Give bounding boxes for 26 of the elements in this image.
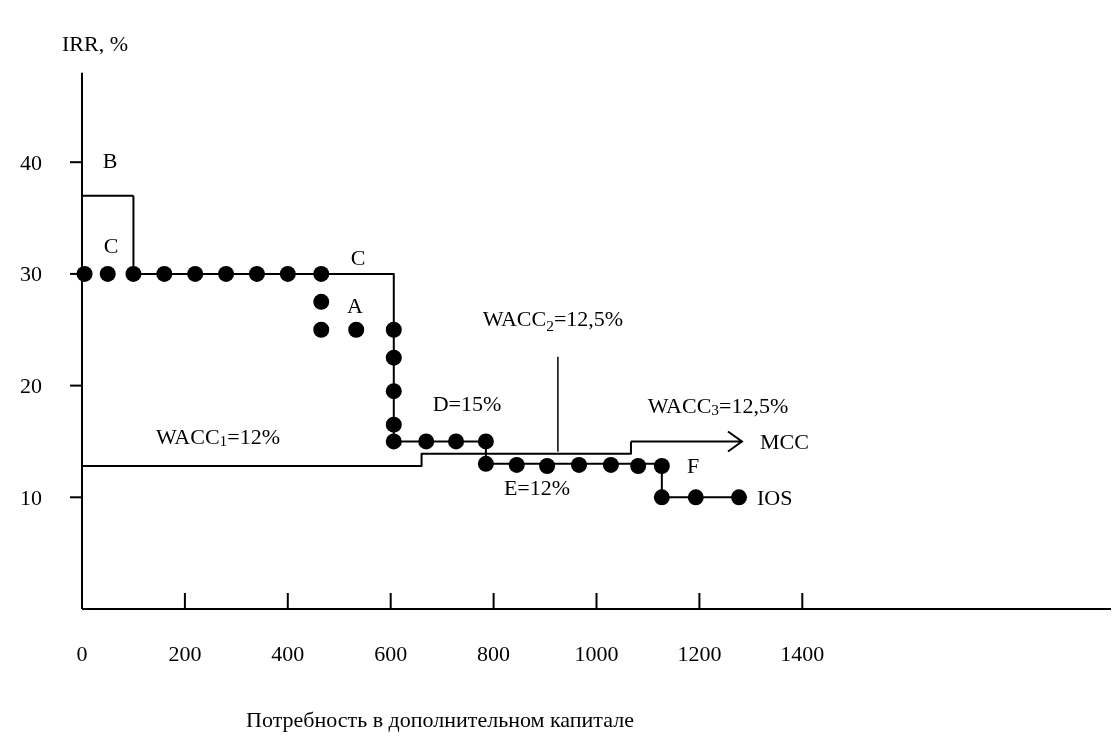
annotation: A: [347, 292, 364, 318]
y-tick-label: 10: [20, 484, 42, 510]
annotation: WACC$_{3}$=12,5%: [647, 392, 789, 418]
x-tick-label: 0: [76, 641, 88, 666]
annotation: B: [102, 147, 118, 173]
y-tick-label: 40: [20, 149, 42, 175]
annotation: D=15%: [432, 390, 502, 416]
x-tick-label: 400: [271, 641, 305, 666]
x-tick-label: 1000: [574, 641, 619, 666]
x-tick-label: 600: [374, 641, 408, 666]
annotation: C: [350, 244, 366, 270]
x-tick-label: 200: [168, 641, 202, 666]
legend-label: MCC: [759, 428, 809, 454]
x-tick-label: 1200: [677, 641, 722, 666]
x-tick-label: 800: [477, 641, 511, 666]
x-tick-label: 1400: [780, 641, 825, 666]
x-axis-title: Потребность в дополнительном капитале: [246, 707, 634, 732]
annotation: E=12%: [503, 474, 571, 500]
annotation: F: [686, 452, 700, 478]
y-axis-title: IRR, %: [62, 30, 128, 56]
y-tick-label: 20: [20, 373, 42, 399]
annotation: WACC$_{2}$=12,5%: [482, 305, 624, 334]
annotation: C: [103, 232, 119, 258]
series-label: IOS: [757, 484, 793, 510]
annotation: WACC$_{1}$=12%: [156, 423, 280, 449]
y-tick-label: 30: [20, 261, 42, 287]
